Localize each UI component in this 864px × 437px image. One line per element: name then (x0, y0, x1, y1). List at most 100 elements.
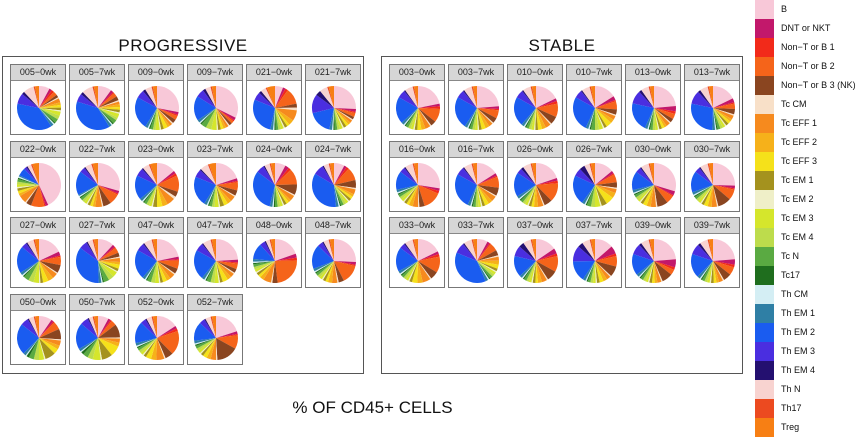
pie-slice (713, 108, 735, 116)
pie-slice (595, 108, 616, 117)
pie-slice (18, 175, 39, 185)
pie-slice (648, 108, 654, 130)
pie-slice (334, 108, 353, 123)
pie-slice (216, 108, 221, 130)
pie-slice (536, 261, 556, 280)
pie-slice (535, 261, 539, 284)
pie-slice (98, 261, 120, 269)
legend-swatch (755, 418, 774, 437)
pie-slice (654, 108, 665, 129)
pie-slice (157, 330, 180, 354)
pie-slice (699, 261, 713, 280)
pie-slice (463, 243, 477, 261)
pie-slice (39, 261, 49, 283)
legend-label: Th EM 4 (781, 365, 816, 375)
pie-chart (75, 239, 121, 284)
pie-slice (257, 166, 275, 185)
pie-slice (595, 108, 600, 130)
pie-slice (206, 261, 216, 283)
pie-slice (418, 185, 440, 192)
pie-slice (157, 108, 173, 126)
pie-slice (17, 93, 39, 108)
pie-chart (395, 162, 440, 208)
pie-slice (323, 239, 334, 261)
pie-slice (536, 261, 542, 283)
pie-slice (477, 261, 489, 282)
pie-slice (216, 261, 237, 273)
pie-slice (701, 261, 713, 282)
legend-label: Tc EM 2 (781, 194, 814, 204)
pie-slice (631, 103, 654, 128)
pie-slice (591, 239, 595, 261)
legend-item: Th N (755, 380, 864, 399)
facet-label: 005−0wk (11, 65, 65, 81)
pie-chart (16, 316, 62, 360)
pie-slice (521, 108, 536, 127)
pie-slice (319, 261, 334, 280)
pie-slice (523, 108, 536, 127)
pie-slice (334, 108, 343, 130)
legend-label: Treg (781, 422, 800, 432)
pie-slice (595, 108, 605, 129)
pie-slice (254, 92, 275, 108)
legend-item: Th EM 2 (755, 323, 864, 342)
pie-slice (39, 261, 57, 278)
pie-slice (713, 261, 723, 283)
pie-slice (518, 185, 536, 200)
pie-slice (530, 239, 536, 261)
pie-slice (334, 185, 356, 190)
pie-slice (654, 185, 668, 207)
pie-slice (272, 185, 275, 207)
pie-slice (521, 261, 536, 279)
pie-slice (536, 256, 559, 272)
pie-slice (531, 185, 536, 207)
pie-slice (713, 185, 735, 200)
pie-slice (471, 86, 477, 108)
pie-chart (193, 163, 239, 208)
pie-slice (713, 86, 733, 108)
chart-caption: % OF CD45+ CELLS (292, 398, 453, 417)
pie-slice (216, 108, 235, 122)
pie-slice (17, 185, 39, 194)
pie-slice (80, 167, 98, 185)
pie-slice (98, 261, 120, 265)
pie-slice (157, 326, 177, 338)
pie-slice (157, 86, 179, 113)
pie-slice (143, 338, 157, 357)
pie-slice (269, 185, 275, 207)
pie-slice (477, 250, 499, 261)
pie-slice (269, 163, 275, 185)
pie-slice (252, 99, 275, 130)
legend-swatch (755, 0, 774, 19)
pie-slice (199, 168, 216, 185)
legend-label: Th CM (781, 289, 808, 299)
pie-slice (270, 238, 275, 261)
pie-slice (334, 163, 345, 185)
legend-item: Non−T or B 2 (755, 57, 864, 76)
pie-slice (322, 261, 334, 282)
pie-slice (647, 108, 654, 130)
pie-slice (477, 261, 497, 273)
pie-slice (654, 185, 673, 203)
pie-chart (312, 163, 356, 208)
pie-slice (595, 99, 616, 108)
pie-slice (92, 316, 98, 338)
pie-slice (532, 239, 536, 261)
pie-slice (654, 108, 670, 126)
pie-slice (398, 261, 418, 274)
pie-slice (412, 86, 418, 108)
pie-slice (654, 261, 658, 283)
pie-slice (713, 102, 735, 108)
pie-slice (264, 241, 275, 261)
pie-slice (275, 107, 298, 111)
pie-slice (464, 239, 477, 261)
pie-slice (644, 108, 654, 129)
pie-slice (636, 167, 654, 185)
pie-slice (513, 97, 536, 125)
pie-slice (595, 261, 611, 280)
pie-slice (471, 163, 477, 185)
pie-slice (331, 261, 338, 283)
pie-slice (474, 108, 478, 130)
pie-slice (654, 108, 660, 130)
pie-slice (216, 182, 239, 191)
